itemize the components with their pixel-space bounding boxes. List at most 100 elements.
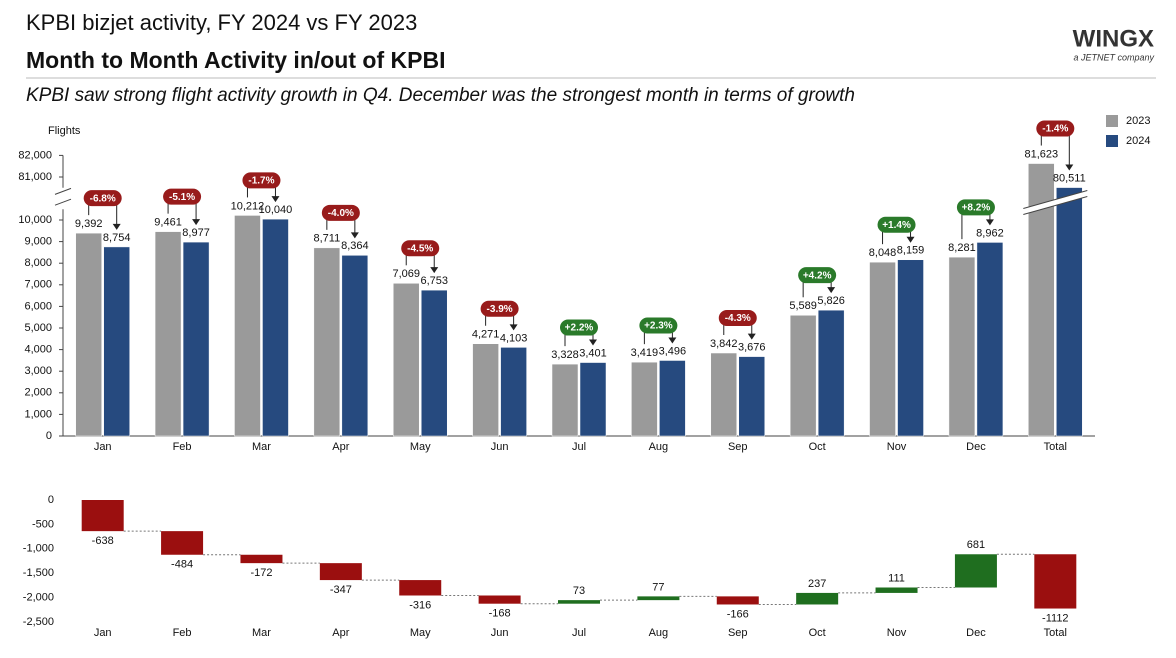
x-tick-label: Mar	[252, 627, 271, 639]
y-tick-label: -1,000	[23, 543, 54, 555]
change-arrowhead	[112, 223, 121, 230]
waterfall-bar	[399, 580, 442, 596]
change-label: +8.2%	[962, 203, 991, 214]
waterfall-bar	[558, 600, 600, 604]
value-label: 6,753	[420, 275, 448, 287]
bar	[154, 231, 182, 437]
value-label: 4,271	[472, 329, 500, 341]
value-label: 8,962	[976, 227, 1004, 239]
x-tick-label: Jul	[572, 441, 586, 453]
waterfall-bar	[954, 554, 997, 588]
y-tick-label: 1,000	[24, 408, 52, 420]
y-tick-label: 10,000	[18, 214, 52, 226]
change-pill	[718, 310, 757, 327]
waterfall-bar	[875, 587, 918, 593]
change-label: -6.8%	[90, 193, 116, 204]
change-arrowhead	[668, 337, 677, 344]
change-arrowhead	[350, 232, 359, 239]
axis-break	[1023, 190, 1088, 209]
bar	[1056, 187, 1083, 437]
bar	[869, 261, 896, 437]
legend-swatch	[1106, 115, 1118, 127]
bar	[579, 362, 607, 437]
value-label: -168	[489, 608, 511, 620]
waterfall-bar	[1034, 554, 1077, 609]
bar	[341, 255, 369, 437]
axis-break	[54, 187, 72, 195]
change-pill	[560, 319, 598, 336]
value-label: 9,461	[154, 217, 182, 229]
bar	[103, 246, 130, 437]
bar	[659, 360, 686, 437]
description: KPBI saw strong flight activity growth i…	[26, 85, 855, 106]
bar	[313, 247, 341, 437]
x-tick-label: Dec	[966, 627, 986, 639]
value-label: 5,589	[789, 300, 817, 312]
value-label: 9,392	[75, 218, 103, 230]
bar	[710, 352, 738, 437]
y-tick-label: -2,500	[23, 616, 54, 628]
y-tick-label: -2,000	[23, 592, 54, 604]
value-label: -484	[171, 559, 193, 571]
change-label: -4.3%	[725, 313, 751, 324]
value-label: -638	[92, 535, 114, 547]
x-tick-label: Jun	[491, 441, 509, 453]
value-label: 81,623	[1024, 148, 1058, 160]
x-tick-label: Jan	[94, 627, 112, 639]
x-tick-label: Apr	[332, 627, 349, 639]
waterfall-bar	[637, 596, 680, 601]
value-label: -1112	[1042, 612, 1069, 624]
waterfall-bar	[240, 554, 283, 564]
y-tick-label: 82,000	[18, 149, 52, 161]
change-arrowhead	[430, 267, 439, 274]
change-pill	[798, 267, 837, 284]
y-tick-label: 5,000	[24, 322, 52, 334]
value-label: 8,159	[897, 245, 925, 257]
bar	[738, 356, 766, 437]
change-label: +2.3%	[644, 321, 673, 332]
value-label: 73	[573, 585, 585, 597]
x-tick-label: Sep	[728, 627, 748, 639]
bar	[817, 309, 845, 437]
bar	[500, 347, 527, 437]
x-tick-label: Aug	[649, 441, 669, 453]
x-tick-label: Oct	[809, 441, 826, 453]
y-tick-label: 9,000	[24, 236, 52, 248]
change-pill	[163, 188, 202, 205]
waterfall-bar	[81, 500, 124, 532]
y-tick-label: -500	[32, 518, 54, 530]
value-label: 8,048	[869, 247, 897, 259]
waterfall-bar	[716, 596, 759, 605]
y-tick-label: 7,000	[24, 279, 52, 291]
change-arrowhead	[906, 236, 915, 243]
change-label: -3.9%	[487, 304, 513, 315]
x-tick-label: Jan	[94, 441, 112, 453]
value-label: 237	[808, 578, 826, 590]
change-label: +2.2%	[565, 323, 594, 334]
legend-label: 2024	[1126, 135, 1150, 147]
value-label: 77	[652, 581, 664, 593]
logo-tagline: a JETNET company	[1073, 52, 1154, 62]
value-label: 7,069	[392, 268, 420, 280]
change-arrowhead	[589, 339, 597, 346]
y-tick-label: -1,500	[23, 567, 54, 579]
change-pill	[956, 199, 995, 216]
value-label: 3,842	[710, 338, 738, 350]
change-pill	[1036, 120, 1075, 137]
y-tick-label: 0	[48, 494, 54, 506]
bar	[182, 241, 210, 437]
value-label: 5,826	[817, 295, 845, 307]
waterfall-bar	[796, 592, 839, 605]
change-pill	[877, 216, 916, 233]
change-label: -5.1%	[169, 192, 195, 203]
x-tick-label: May	[410, 441, 431, 453]
change-pill	[242, 172, 281, 189]
x-tick-label: Nov	[887, 627, 907, 639]
value-label: 4,103	[500, 332, 528, 344]
bar	[976, 242, 1004, 437]
bar	[75, 232, 102, 437]
change-label: +4.2%	[803, 270, 832, 281]
value-label: 681	[967, 539, 985, 551]
x-tick-label: Total	[1044, 627, 1067, 639]
value-label: 111	[888, 572, 905, 584]
